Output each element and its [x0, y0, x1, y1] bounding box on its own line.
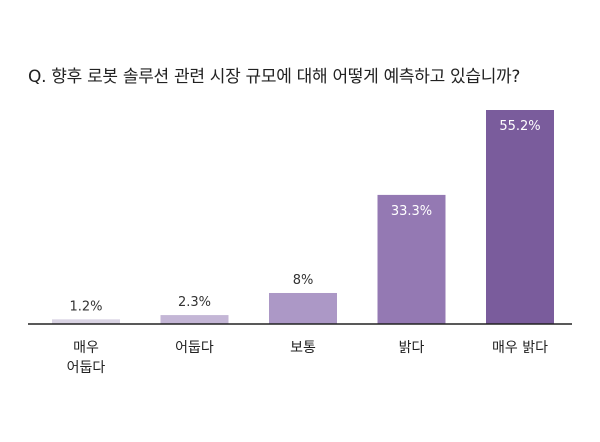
data-label-2: 2.3%: [178, 295, 211, 310]
data-label-5: 55.2%: [499, 119, 540, 134]
data-label-4: 33.3%: [391, 204, 432, 219]
bars-group: [52, 110, 554, 324]
bar-1: [52, 319, 120, 324]
bar-2: [160, 315, 229, 324]
category-label-1: 매우 어둡다: [67, 340, 106, 376]
bar-4: [377, 194, 446, 324]
bar-3: [269, 292, 337, 324]
bar-5: [486, 110, 554, 324]
data-label-3: 8%: [293, 273, 314, 288]
data-label-1: 1.2%: [69, 299, 102, 314]
labels-group: 1.2% 매우 어둡다 2.3% 어둡다 8% 보통 33.3% 밝다 55.2% 매우 밝다: [67, 119, 548, 376]
chart-title: Q. 향후 로봇 솔루션 관련 시장 규모에 대해 어떻게 예측하고 있습니까?: [28, 67, 521, 87]
category-label-3: 보통: [290, 340, 316, 356]
category-label-2: 어둡다: [175, 340, 214, 356]
category-label-5: 매우 밝다: [492, 340, 548, 356]
category-label-4: 밝다: [399, 340, 425, 356]
